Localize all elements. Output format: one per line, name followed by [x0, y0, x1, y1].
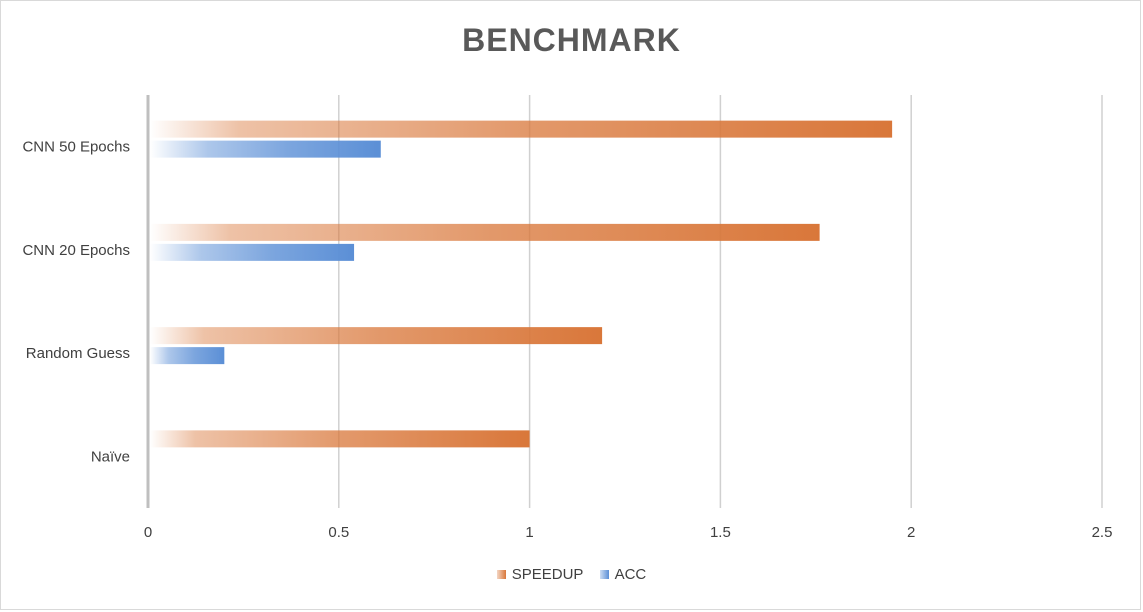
x-tick-label: 1.5	[710, 524, 731, 541]
y-category-label: Random Guess	[26, 345, 130, 362]
y-category-label: Naïve	[91, 448, 130, 465]
bar-speedup	[150, 327, 603, 345]
legend-item-acc: ACC	[599, 566, 647, 583]
y-category-label: CNN 50 Epochs	[22, 139, 130, 156]
legend-item-speedup: SPEEDUP	[496, 566, 584, 583]
bar-acc	[150, 347, 225, 365]
bar-acc	[150, 243, 355, 261]
x-tick-label: 2	[907, 524, 915, 541]
legend-label-acc: ACC	[614, 566, 647, 583]
x-tick-label: 1	[525, 524, 533, 541]
legend: SPEEDUP ACC	[0, 566, 1143, 583]
legend-swatch-speedup	[496, 570, 506, 579]
bar-speedup	[150, 430, 530, 448]
x-tick-label: 0	[144, 524, 152, 541]
y-category-label: CNN 20 Epochs	[22, 242, 130, 259]
bar-speedup	[150, 120, 893, 138]
chart-title: BENCHMARK	[462, 22, 681, 58]
legend-swatch-acc	[599, 570, 609, 579]
x-tick-label: 0.5	[328, 524, 349, 541]
bar-acc	[150, 140, 381, 158]
x-tick-label: 2.5	[1092, 524, 1113, 541]
legend-label-speedup: SPEEDUP	[511, 566, 584, 583]
bar-speedup	[150, 223, 820, 241]
